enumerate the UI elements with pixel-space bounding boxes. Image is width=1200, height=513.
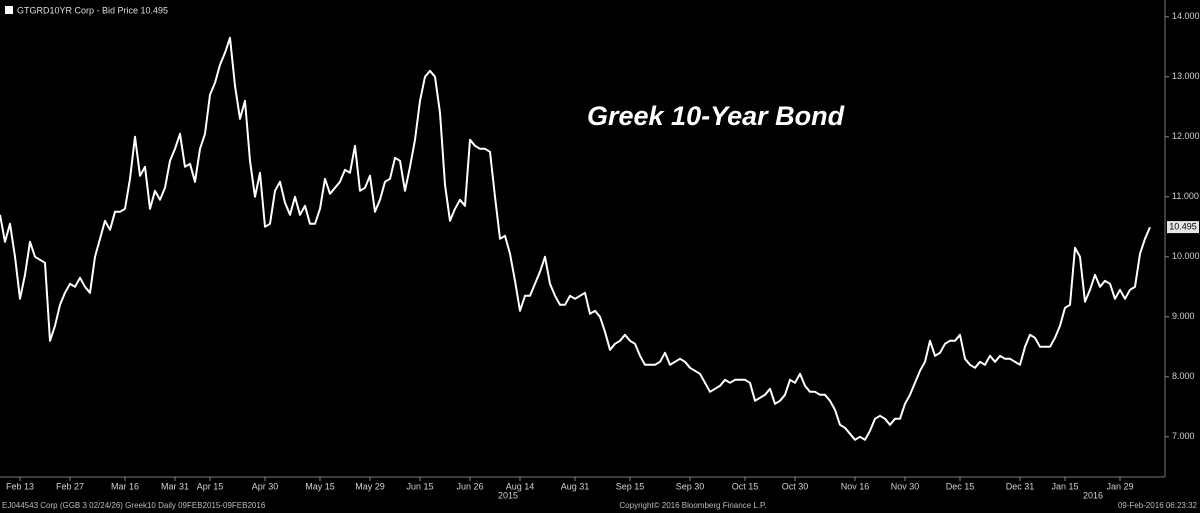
chart-title: Greek 10-Year Bond	[587, 101, 845, 131]
x-tick-label: Oct 30	[782, 481, 809, 491]
x-tick-label: Nov 30	[891, 481, 920, 491]
price-line	[0, 36, 1151, 441]
y-tick-label: 8.000	[1172, 371, 1195, 381]
x-tick-label: Apr 15	[197, 481, 224, 491]
x-tick-label: Apr 30	[252, 481, 279, 491]
last-value-label: 10.495	[1169, 221, 1197, 231]
x-tick-label: May 15	[305, 481, 335, 491]
x-tick-label: Oct 15	[732, 481, 759, 491]
footer-left: EJ044543 Corp (GGB 3 02/24/26) Greek10 D…	[2, 501, 266, 510]
year-label: 2015	[498, 490, 518, 500]
year-label: 2016	[1083, 490, 1103, 500]
footer-center: Copyright© 2016 Bloomberg Finance L.P.	[619, 501, 766, 510]
y-tick-label: 9.000	[1172, 311, 1195, 321]
y-tick-label: 14.000	[1172, 11, 1200, 21]
x-tick-label: Aug 14	[506, 481, 535, 491]
y-tick-label: 7.000	[1172, 431, 1195, 441]
y-tick-label: 11.000	[1172, 191, 1199, 201]
x-tick-label: Dec 15	[946, 481, 975, 491]
y-tick-label: 13.000	[1172, 71, 1200, 81]
y-tick-label: 10.000	[1172, 251, 1200, 261]
x-tick-label: Nov 16	[841, 481, 870, 491]
x-tick-label: Mar 16	[111, 481, 139, 491]
x-tick-label: Sep 15	[616, 481, 645, 491]
footer-right: 09-Feb-2016 06:23:32	[1118, 501, 1198, 510]
x-tick-label: Jun 15	[406, 481, 433, 491]
x-tick-label: Aug 31	[561, 481, 590, 491]
x-tick-label: Feb 27	[56, 481, 84, 491]
x-tick-label: Feb 13	[6, 481, 34, 491]
x-tick-label: Jun 26	[456, 481, 483, 491]
x-tick-label: Dec 31	[1006, 481, 1035, 491]
x-tick-label: Jan 15	[1051, 481, 1078, 491]
x-tick-label: May 29	[355, 481, 385, 491]
x-tick-label: Jan 29	[1106, 481, 1133, 491]
legend-swatch	[5, 6, 13, 14]
x-tick-label: Mar 31	[161, 481, 189, 491]
x-tick-label: Sep 30	[676, 481, 705, 491]
y-tick-label: 12.000	[1172, 131, 1200, 141]
last-value-box	[1167, 221, 1199, 234]
legend-label: GTGRD10YR Corp - Bid Price 10.495	[17, 5, 168, 15]
